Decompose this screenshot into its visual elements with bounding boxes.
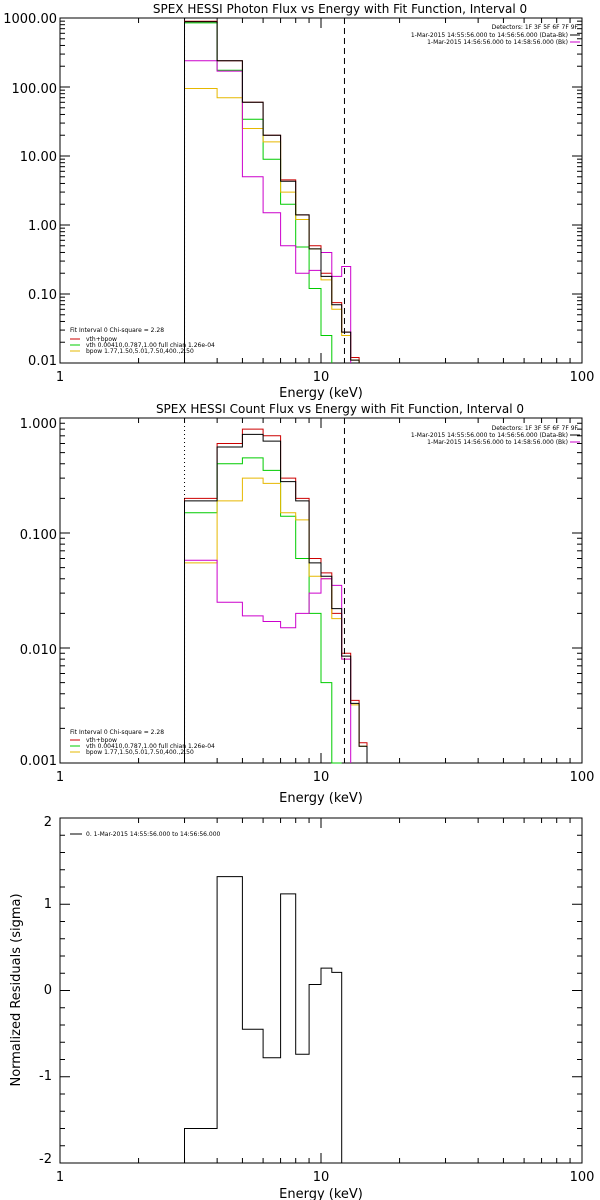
residuals-legend-label: 0. 1-Mar-2015 14:55:56.000 to 14:56:56.0… <box>86 831 221 838</box>
residuals-panel: 2 1 0 -1 -2 1 10 100 Energy (keV) Normal… <box>9 815 594 1200</box>
photon-ytick-label: 1000.00 <box>3 12 57 27</box>
count-chart-title: SPEX HESSI Count Flux vs Energy with Fit… <box>156 402 524 416</box>
photon-chart-title: SPEX HESSI Photon Flux vs Energy with Fi… <box>153 2 527 16</box>
photon-fit-info: Fit Interval 0 Chi-square = 2.28 <box>70 327 164 334</box>
count-xtick-label: 1 <box>56 770 64 785</box>
count-fit-info: Fit Interval 0 Chi-square = 2.28 <box>70 729 164 736</box>
photon-detectors-label: Detectors: 1F 3F 5F 6F 7F 9F <box>492 24 579 31</box>
photon-ytick-label: 10.00 <box>20 150 57 165</box>
count-xtick-label: 100 <box>570 770 595 785</box>
photon-legend-time-data: 1-Mar-2015 14:55:56.000 to 14:56:56.000 … <box>411 32 568 39</box>
count-legend-time-data: 1-Mar-2015 14:55:56.000 to 14:56:56.000 … <box>411 432 568 439</box>
residuals-xtick-label: 100 <box>570 1170 595 1185</box>
photon-legend-bpow: bpow 1.77,1.50,5.01,7.50,400.,2.50 <box>86 348 194 355</box>
residuals-x-axis-label: Energy (keV) <box>279 1187 363 1200</box>
count-legend-vth: vth 0.00410,0.787,1.00 full chian 1.26e-… <box>86 743 215 750</box>
count-ytick-label: 1.000 <box>20 417 57 432</box>
series-bk-line <box>184 559 352 763</box>
count-ytick-label: 0.010 <box>20 643 57 658</box>
photon-flux-panel: SPEX HESSI Photon Flux vs Energy with Fi… <box>3 2 594 401</box>
count-xtick-label: 10 <box>313 770 330 785</box>
series-data-line <box>184 433 368 763</box>
photon-ytick-label: 1.00 <box>28 219 57 234</box>
count-vlines <box>184 418 345 763</box>
photon-legend-time-bk: 1-Mar-2015 14:56:56.000 to 14:58:56.000 … <box>427 39 568 46</box>
photon-x-axis-label: Energy (keV) <box>279 386 363 401</box>
photon-ytick-label: 0.10 <box>28 288 57 303</box>
photon-vlines <box>184 18 345 363</box>
residuals-plot-frame <box>59 817 583 1164</box>
series-vth-bpow-line <box>184 428 368 763</box>
series-bpow-line <box>184 477 368 763</box>
residuals-ytick-label: -1 <box>39 1069 52 1084</box>
residuals-ytick-label: 2 <box>44 815 52 830</box>
residuals-xtick-label: 1 <box>56 1170 64 1185</box>
photon-xtick-label: 1 <box>56 370 64 385</box>
count-detectors-label: Detectors: 1F 3F 5F 6F 7F 9F <box>492 425 579 432</box>
series-vth-bpow-line <box>184 20 360 363</box>
series-vth-line <box>184 457 342 764</box>
count-legend-time-bk: 1-Mar-2015 14:56:56.000 to 14:58:56.000 … <box>427 439 568 446</box>
series-bpow-line <box>184 88 360 363</box>
photon-xtick-label: 10 <box>313 370 330 385</box>
photon-legend-vth: vth 0.00410,0.787,1.00 full chian 1.26e-… <box>86 342 215 349</box>
photon-legend-total: vth+bpow <box>86 336 117 343</box>
residuals-ytick-label: -2 <box>39 1152 52 1167</box>
photon-series <box>184 20 360 363</box>
residuals-series <box>184 876 343 1163</box>
residuals-ytick-label: 1 <box>44 897 52 912</box>
residuals-ytick-label: 0 <box>44 983 52 998</box>
photon-ytick-label: 100.00 <box>12 82 58 97</box>
count-legend-total: vth+bpow <box>86 737 117 744</box>
series-0-1-mar-2015-14-55-56-000-to-14-56-56-000-line <box>184 876 343 1163</box>
series-vth-line <box>184 22 333 363</box>
photon-xtick-label: 100 <box>570 370 595 385</box>
residuals-xtick-label: 10 <box>313 1170 330 1185</box>
photon-axis-ticks <box>59 17 583 364</box>
series-bk-line <box>184 60 352 363</box>
count-series <box>184 428 368 764</box>
count-legend-bpow: bpow 1.77,1.50,5.01,7.50,400.,2.50 <box>86 749 194 756</box>
photon-ytick-label: 0.01 <box>28 354 57 369</box>
residuals-axis-ticks <box>59 817 583 1164</box>
count-ytick-label: 0.100 <box>20 528 57 543</box>
count-flux-panel: SPEX HESSI Count Flux vs Energy with Fit… <box>20 402 595 806</box>
count-x-axis-label: Energy (keV) <box>279 791 363 806</box>
residuals-y-axis-label: Normalized Residuals (sigma) <box>9 893 24 1086</box>
count-ytick-label: 0.001 <box>20 754 57 769</box>
series-data-line <box>184 21 360 363</box>
